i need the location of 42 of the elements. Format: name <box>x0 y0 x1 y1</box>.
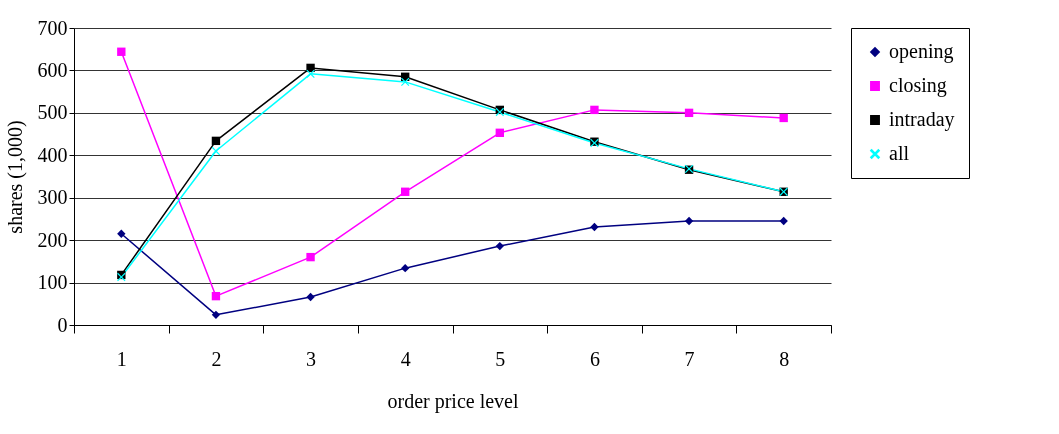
y-axis-title: shares (1,000) <box>3 120 27 234</box>
x-tick-label: 6 <box>589 347 600 370</box>
legend-label: opening <box>889 40 954 63</box>
x-tick-label: 5 <box>495 347 506 370</box>
legend-label: closing <box>889 74 947 97</box>
point <box>495 128 504 137</box>
x-tick-label: 1 <box>116 347 127 370</box>
point <box>684 216 694 226</box>
point <box>211 310 221 319</box>
point <box>117 47 126 56</box>
y-tick-label: 500 <box>37 101 68 124</box>
point <box>306 63 315 73</box>
legend-label: all <box>889 142 910 164</box>
x-axis-title: order price level <box>387 389 519 413</box>
point <box>779 216 788 226</box>
y-tick-label: 400 <box>37 143 68 166</box>
point <box>401 77 410 87</box>
y-tick-label: 200 <box>37 228 68 251</box>
y-tick-label: 0 <box>57 313 68 336</box>
point <box>401 263 410 273</box>
point <box>211 136 221 146</box>
x-tick-label: 7 <box>684 347 695 370</box>
point <box>211 291 221 301</box>
point <box>684 108 694 118</box>
x-tick-label: 3 <box>306 347 317 370</box>
x-tick-label: 2 <box>211 347 222 370</box>
point <box>117 229 126 238</box>
point <box>306 292 315 302</box>
point <box>495 241 504 251</box>
point <box>590 222 599 232</box>
legend-label: intraday <box>889 108 955 131</box>
x-tick-label: 8 <box>779 347 790 370</box>
point <box>306 69 315 79</box>
point <box>306 252 315 262</box>
x-tick-label: 4 <box>400 347 411 370</box>
y-tick-label: 100 <box>37 271 68 294</box>
point <box>590 105 599 115</box>
y-tick-label: 300 <box>37 186 68 209</box>
point <box>401 187 410 196</box>
y-tick-label: 700 <box>37 16 68 39</box>
point <box>779 113 788 123</box>
y-tick-label: 600 <box>37 58 68 81</box>
